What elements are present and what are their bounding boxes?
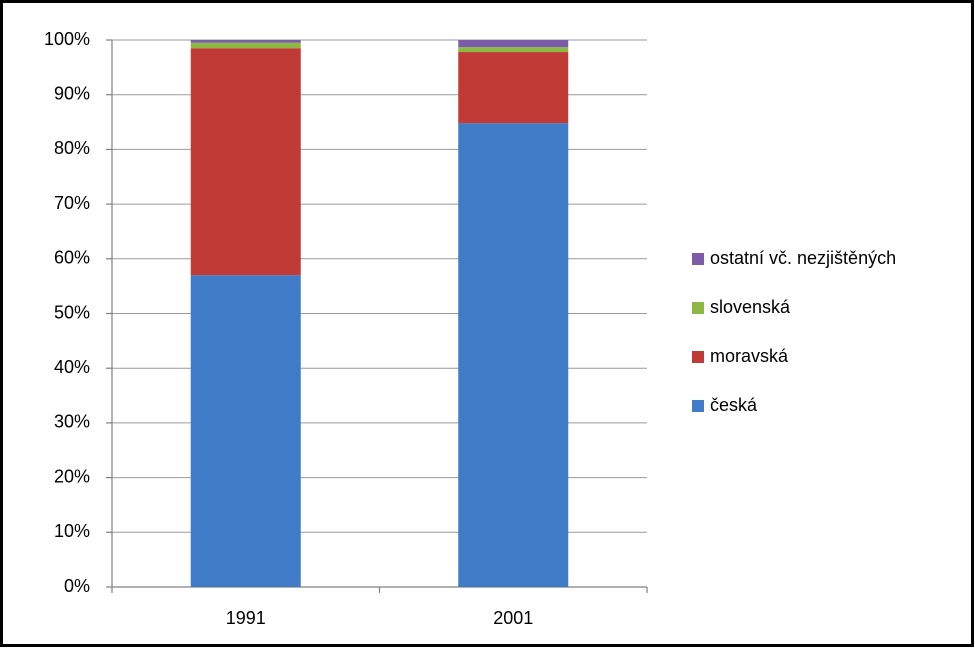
y-tick-label: 10% — [54, 521, 90, 541]
legend-label: moravská — [710, 346, 789, 366]
y-tick-label: 0% — [64, 576, 90, 596]
bar-segment — [190, 42, 301, 49]
y-tick-label: 80% — [54, 138, 90, 158]
bar-segment — [190, 48, 301, 276]
y-tick-label: 70% — [54, 193, 90, 213]
y-tick-label: 50% — [54, 302, 90, 322]
y-tick-label: 40% — [54, 357, 90, 377]
bar-segment — [190, 40, 301, 43]
legend-swatch — [692, 351, 704, 363]
x-tick-label: 1991 — [226, 608, 266, 628]
y-tick-label: 30% — [54, 412, 90, 432]
x-tick-label: 2001 — [493, 608, 533, 628]
legend-swatch — [692, 302, 704, 314]
legend-swatch — [692, 253, 704, 265]
bar-segment — [458, 47, 569, 53]
bar-segment — [458, 123, 569, 588]
bar-segment — [458, 52, 569, 124]
y-tick-label: 100% — [44, 29, 90, 49]
y-tick-label: 90% — [54, 83, 90, 103]
bar-segment — [458, 40, 569, 48]
legend-label: ostatní vč. nezjištěných — [710, 248, 896, 268]
bar-segment — [190, 275, 301, 587]
y-tick-label: 20% — [54, 466, 90, 486]
legend-label: česká — [710, 395, 758, 415]
legend-swatch — [692, 400, 704, 412]
legend-label: slovenská — [710, 297, 791, 317]
y-tick-label: 60% — [54, 248, 90, 268]
